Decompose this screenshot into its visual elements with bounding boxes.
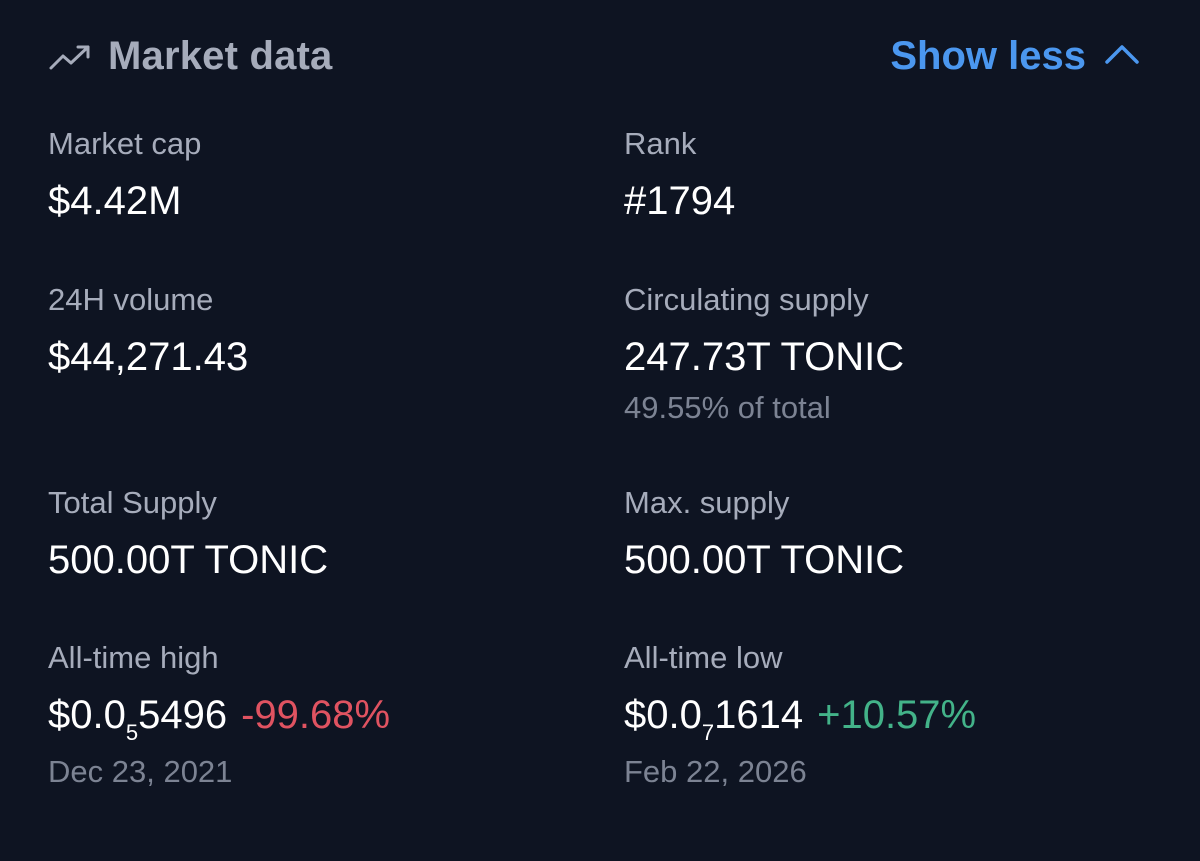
circulating-supply-value: 247.73T TONIC — [624, 335, 905, 379]
trending-up-icon — [49, 45, 90, 70]
rank-label: Rank — [624, 126, 697, 161]
total-supply-value: 500.00T TONIC — [48, 538, 329, 582]
market-cap-value: $4.42M — [48, 179, 182, 223]
all-time-high-stat: All-time high $0.055496 -99.68% Dec 23, 2… — [48, 640, 390, 790]
volume-24h-value: $44,271.43 — [48, 335, 249, 379]
max-supply-label: Max. supply — [624, 485, 790, 520]
ath-price-zeros: 5 — [125, 720, 139, 745]
market-data-header: Market data Show less — [48, 30, 1148, 86]
atl-price-digits: 1614 — [714, 693, 804, 737]
circulating-supply-percent: 49.55% of total — [624, 390, 831, 425]
total-supply-label: Total Supply — [48, 485, 217, 520]
all-time-high-date: Dec 23, 2021 — [48, 754, 233, 789]
show-less-button[interactable]: Show less — [848, 30, 1148, 86]
ath-price-digits: 5496 — [138, 693, 228, 737]
market-cap-label: Market cap — [48, 126, 202, 161]
all-time-low-value: $0.071614 +10.57% — [624, 692, 977, 745]
chevron-up-icon[interactable] — [1104, 42, 1140, 66]
max-supply-stat: Max. supply 500.00T TONIC — [624, 485, 904, 583]
all-time-low-date: Feb 22, 2026 — [624, 754, 807, 789]
all-time-low-label: All-time low — [624, 640, 783, 675]
atl-price-prefix: $0.0 — [624, 693, 702, 737]
rank-value: #1794 — [624, 179, 736, 223]
section-title: Market data — [108, 34, 333, 78]
all-time-high-label: All-time high — [48, 640, 219, 675]
market-cap-stat: Market cap $4.42M — [48, 126, 201, 224]
total-supply-stat: Total Supply 500.00T TONIC — [48, 485, 328, 583]
show-less-label[interactable]: Show less — [890, 34, 1086, 78]
atl-change-percent: +10.57% — [817, 693, 977, 737]
ath-price-prefix: $0.0 — [48, 693, 126, 737]
atl-price-zeros: 7 — [701, 720, 715, 745]
rank-stat: Rank #1794 — [624, 126, 735, 224]
circulating-supply-stat: Circulating supply 247.73T TONIC 49.55% … — [624, 282, 904, 426]
volume-24h-stat: 24H volume $44,271.43 — [48, 282, 248, 380]
all-time-high-value: $0.055496 -99.68% — [48, 692, 391, 745]
circulating-supply-label: Circulating supply — [624, 282, 869, 317]
all-time-low-stat: All-time low $0.071614 +10.57% Feb 22, 20… — [624, 640, 976, 790]
ath-change-percent: -99.68% — [241, 693, 391, 737]
volume-24h-label: 24H volume — [48, 282, 214, 317]
max-supply-value: 500.00T TONIC — [624, 538, 905, 582]
